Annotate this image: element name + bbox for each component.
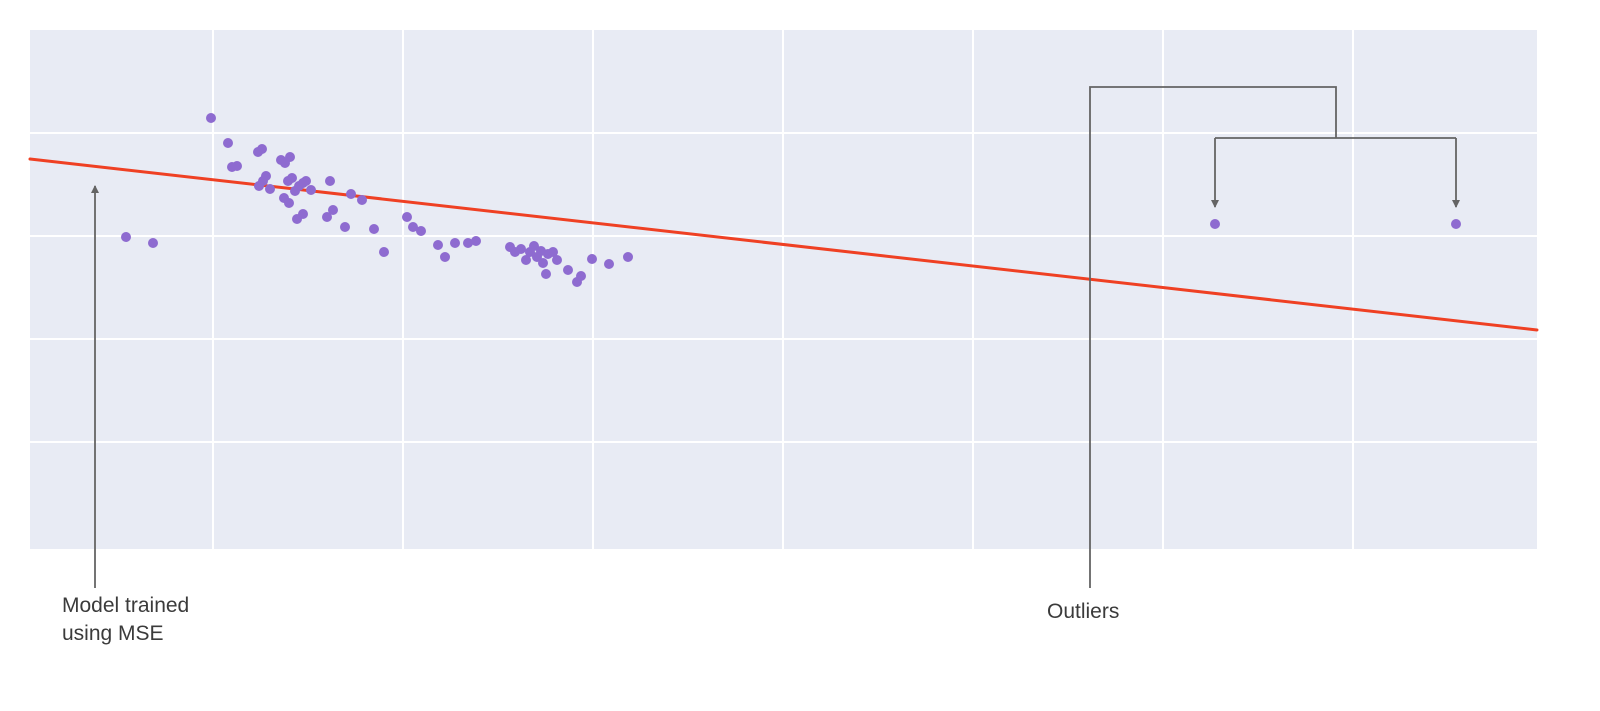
scatter-point [301,176,311,186]
scatter-point [416,226,426,236]
scatter-point [306,185,316,195]
scatter-point [340,222,350,232]
scatter-point [357,195,367,205]
outlier-point [1210,219,1220,229]
scatter-point [265,184,275,194]
scatter-point [206,113,216,123]
scatter-point [322,212,332,222]
scatter-point [223,138,233,148]
scatter-point [623,252,633,262]
scatter-point [529,241,539,251]
scatter-point [328,205,338,215]
scatter-point [121,232,131,242]
scatter-point [369,224,379,234]
scatter-point [287,173,297,183]
scatter-point [471,236,481,246]
scatter-point [408,222,418,232]
scatter-point [450,238,460,248]
scatter-point [346,189,356,199]
scatter-point [284,198,294,208]
scatter-point [552,255,562,265]
scatter-point [587,254,597,264]
regression-line [28,157,1539,332]
outliers-annotation-stem [1089,86,1337,588]
scatter-point [379,247,389,257]
scatter-point [298,209,308,219]
mse-annotation-label: Model trained using MSE [62,594,190,645]
scatter-point [402,212,412,222]
scatter-point [433,240,443,250]
scatter-point [285,152,295,162]
scatter-point [516,244,526,254]
scatter-point [325,176,335,186]
scatter-point [538,258,548,268]
scatter-point [232,161,242,171]
scatter-point [257,144,267,154]
scatter-point [576,271,586,281]
scatter-point [463,238,473,248]
outlier-point [1451,219,1461,229]
scatter-point [563,265,573,275]
scatter-point [548,247,558,257]
scatter-point [440,252,450,262]
outliers-annotation-label: Outliers [1047,600,1120,623]
scatter-point [521,255,531,265]
scatter-point [148,238,158,248]
scatter-point [261,171,271,181]
scatter-point [541,269,551,279]
scatter-point [604,259,614,269]
